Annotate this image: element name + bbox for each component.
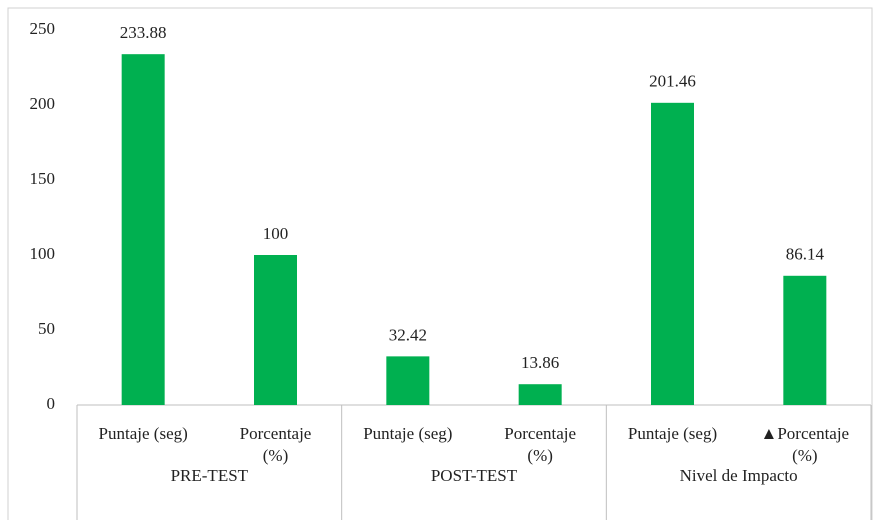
frame xyxy=(7,7,873,520)
bar xyxy=(121,54,165,406)
y-tick-label: 200 xyxy=(30,94,56,113)
group-label: POST-TEST xyxy=(430,466,518,485)
value-label: 233.88 xyxy=(120,23,167,42)
x-tick-label: Puntaje (seg) xyxy=(98,424,188,443)
value-label: 86.14 xyxy=(786,245,825,264)
bar xyxy=(518,384,562,405)
value-label: 100 xyxy=(263,224,289,243)
x-tick-label: Puntaje (seg) xyxy=(363,424,453,443)
x-tick-label: Porcentaje (%) xyxy=(239,424,312,465)
y-tick-label: 0 xyxy=(47,394,56,413)
value-label: 201.46 xyxy=(649,72,696,91)
group-label: PRE-TEST xyxy=(170,466,249,485)
y-tick-label: 250 xyxy=(30,19,56,38)
x-tick-label: Puntaje (seg) xyxy=(627,424,718,443)
y-tick-label: 150 xyxy=(30,169,56,188)
value-label: 32.42 xyxy=(389,325,427,344)
y-tick-label: 100 xyxy=(30,244,56,263)
bar xyxy=(254,255,297,405)
bar xyxy=(651,102,694,405)
bar xyxy=(386,356,430,405)
y-tick-label: 50 xyxy=(38,319,55,338)
x-tick-label: ▲Porcentaje (%) xyxy=(760,424,850,465)
group-label: Nivel de Impacto xyxy=(679,466,798,485)
bar xyxy=(783,275,827,405)
value-label: 13.86 xyxy=(521,353,559,372)
x-tick-label: Porcentaje (%) xyxy=(504,424,577,465)
